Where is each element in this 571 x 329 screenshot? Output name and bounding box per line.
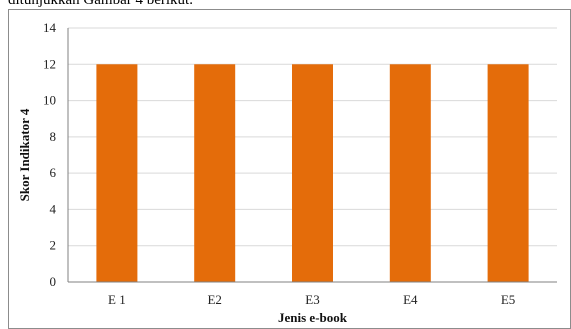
x-axis-title: Jenis e-book (278, 310, 348, 324)
bar (292, 64, 333, 283)
x-tick-label: E 1 (108, 292, 126, 307)
y-tick-label: 6 (50, 165, 57, 180)
bars (96, 64, 529, 283)
y-tick-label: 10 (43, 93, 56, 108)
y-tick-label: 4 (50, 201, 57, 216)
bar (96, 64, 138, 283)
x-tick-label: E3 (305, 292, 319, 307)
bar (389, 64, 431, 283)
caption-text: ditunjukkan Gambar 4 berikut. (8, 0, 193, 8)
x-tick-label: E5 (501, 292, 515, 307)
y-tick-labels: 0 2 4 6 8 10 12 14 (43, 20, 57, 289)
y-tick-label: 2 (50, 238, 57, 253)
x-tick-label: E2 (207, 292, 221, 307)
y-tick-label: 8 (50, 129, 57, 144)
chart-frame: 0 2 4 6 8 10 12 14 E 1 E2 E3 E4 E5 Skor Indikator 4… (8, 9, 571, 329)
x-tick-label: E4 (403, 292, 418, 307)
y-tick-label: 0 (50, 274, 57, 289)
y-axis-title: Skor Indikator 4 (17, 108, 32, 201)
axes (67, 28, 557, 283)
bar-chart: 0 2 4 6 8 10 12 14 E 1 E2 E3 E4 E5 Skor Indikator 4… (17, 20, 557, 324)
bar (487, 64, 529, 283)
y-tick-label: 12 (43, 56, 56, 71)
bar (194, 64, 236, 283)
x-tick-labels: E 1 E2 E3 E4 E5 (108, 292, 515, 307)
y-tick-label: 14 (43, 20, 57, 35)
